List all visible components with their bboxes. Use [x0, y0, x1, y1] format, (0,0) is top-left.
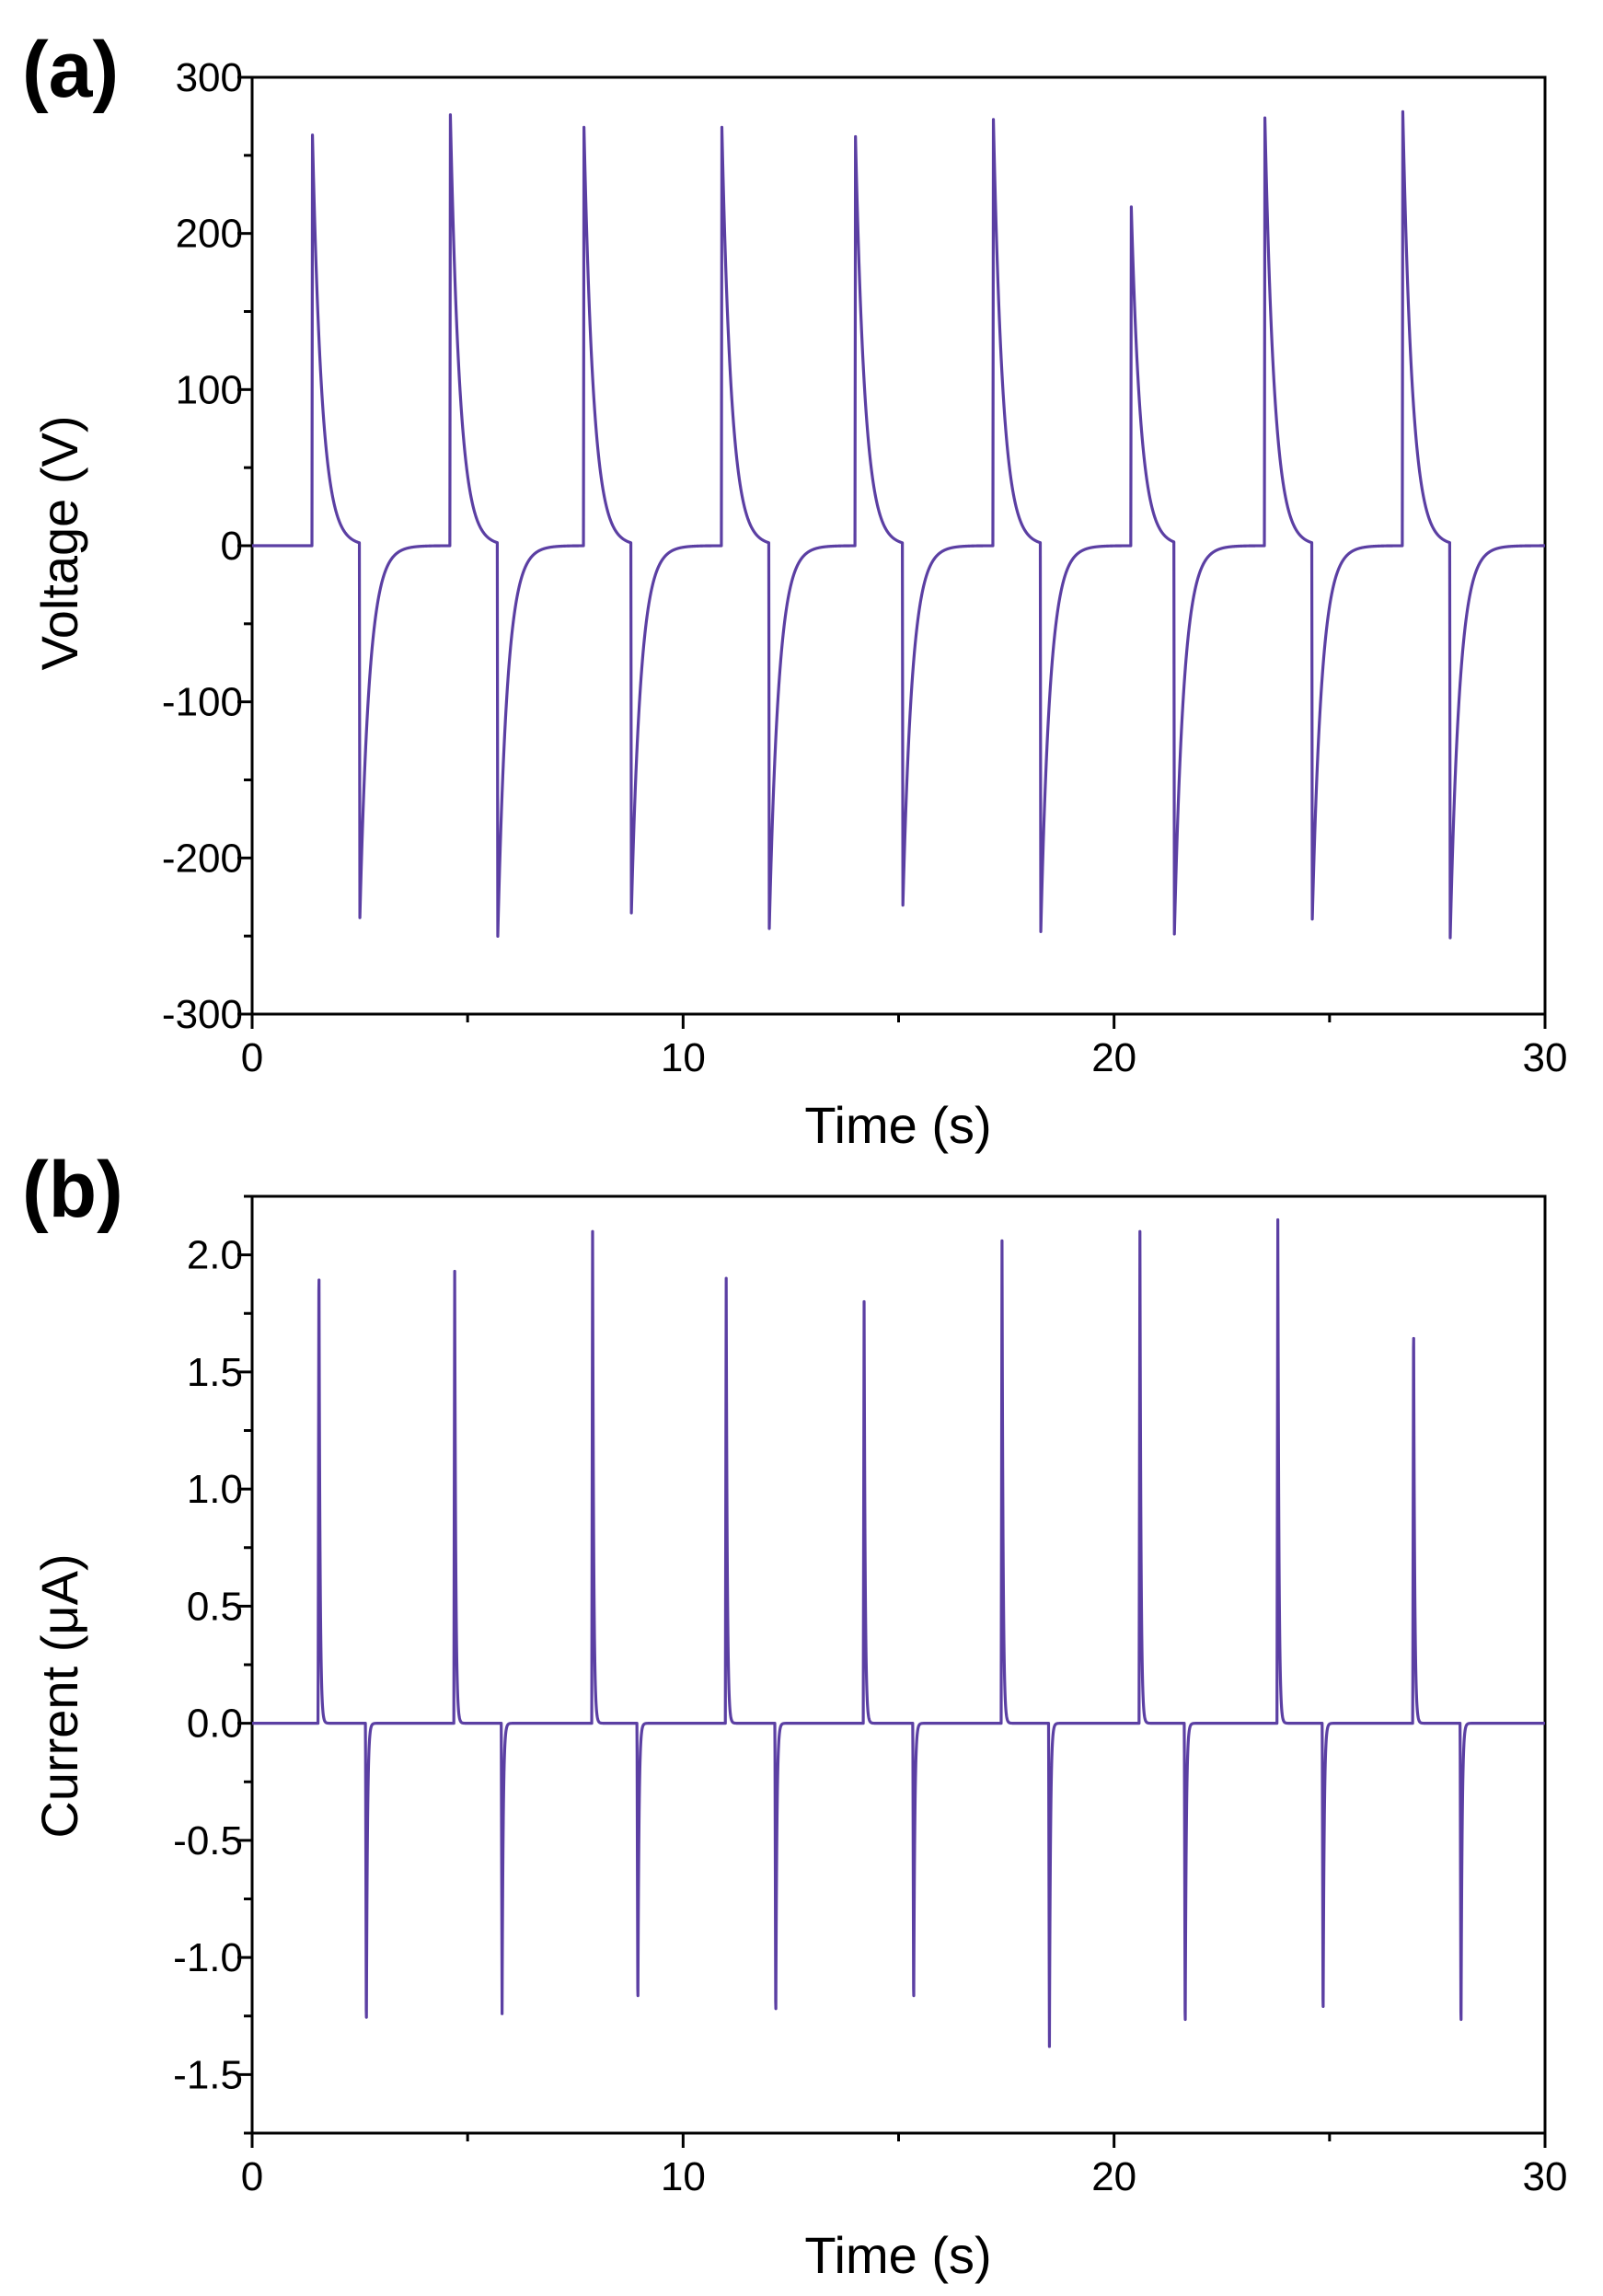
y-tick-label-b: -0.5	[173, 1818, 243, 1863]
x-axis-title-time-a: Time (s)	[804, 1096, 991, 1154]
y-tick-label-b: 2.0	[187, 1233, 243, 1278]
x-axis-title-time-b: Time (s)	[804, 2226, 991, 2284]
y-tick-label-b: 0.5	[187, 1584, 243, 1629]
x-tick-label-b: 30	[1523, 2154, 1568, 2199]
y-tick-label-a: 0	[221, 524, 243, 569]
x-tick-label-a: 0	[241, 1035, 263, 1080]
panel-label-b: (b)	[22, 1146, 123, 1234]
y-tick-label-b: 0.0	[187, 1702, 243, 1747]
y-tick-label-a: -100	[162, 680, 243, 725]
x-tick-label-a: 30	[1523, 1035, 1568, 1080]
y-tick-label-a: 100	[176, 367, 243, 412]
x-tick-label-a: 20	[1091, 1035, 1136, 1080]
x-tick-label-b: 20	[1091, 2154, 1136, 2199]
y-tick-label-b: 1.0	[187, 1467, 243, 1512]
y-tick-label-a: 300	[176, 55, 243, 100]
panel-a: (a) Voltage (V) Time (s) 0 10 20 30 -300 -200…	[22, 26, 1567, 1154]
panel-label-a: (a)	[22, 26, 119, 114]
series-line-voltage	[250, 110, 1547, 940]
x-tick-label-b: 0	[241, 2154, 263, 2199]
x-tick-label-b: 10	[661, 2154, 706, 2199]
y-tick-label-a: 200	[176, 212, 243, 257]
y-tick-label-b: -1.0	[173, 1935, 243, 1980]
series-line-current	[250, 1217, 1547, 2048]
x-tick-label-a: 10	[661, 1035, 706, 1080]
y-tick-label-b: -1.5	[173, 2052, 243, 2097]
y-tick-label-a: -200	[162, 836, 243, 881]
y-axis-title-current: Current (μA)	[30, 1553, 88, 1838]
y-axis-title-voltage: Voltage (V)	[30, 415, 88, 670]
y-tick-label-a: -300	[162, 992, 243, 1037]
plot-frame-b	[250, 1194, 1547, 2135]
panel-b: (b) Current (μA) Time (s) 0 10 20 30 -1.5 -1.…	[22, 1146, 1567, 2284]
y-tick-label-b: 1.5	[187, 1350, 243, 1395]
